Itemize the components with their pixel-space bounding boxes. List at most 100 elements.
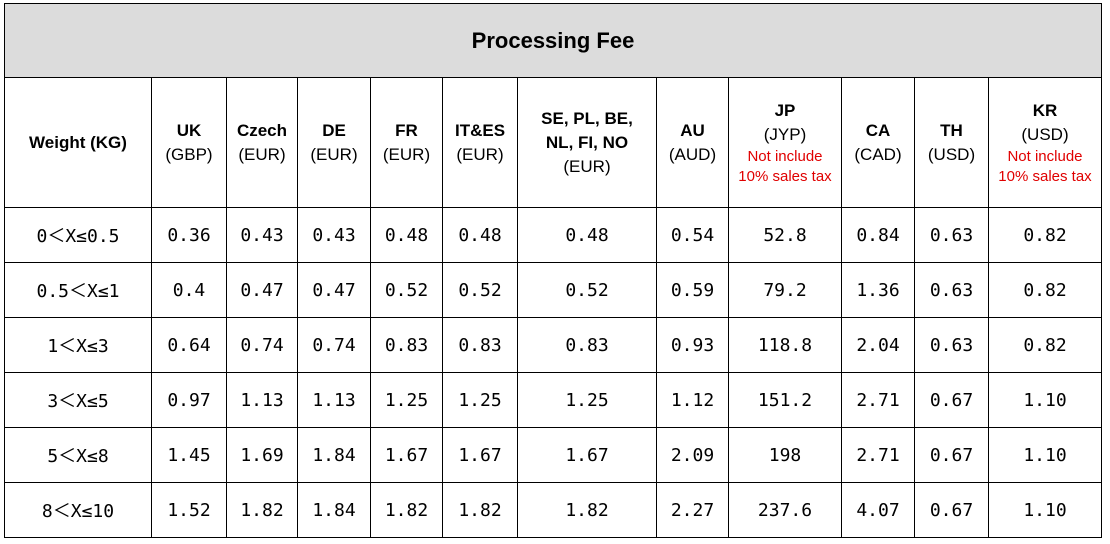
- col-code: IT&ES: [454, 120, 506, 140]
- fee-cell: 0.93: [656, 317, 729, 373]
- fee-cell: 198: [728, 427, 842, 483]
- fee-cell: 1.10: [988, 482, 1102, 538]
- col-header-de: DE (EUR): [297, 77, 371, 208]
- col-header-fr: FR (EUR): [370, 77, 443, 208]
- weight-range-cell: 1＜X≤3: [4, 317, 152, 373]
- fee-cell: 1.67: [517, 427, 657, 483]
- fee-cell: 0.67: [914, 482, 989, 538]
- weight-range-cell: 0.5＜X≤1: [4, 262, 152, 318]
- col-header-uk: UK (GBP): [151, 77, 227, 208]
- weight-range-cell: 5＜X≤8: [4, 427, 152, 483]
- col-header-it-es: IT&ES (EUR): [442, 77, 518, 208]
- col-code: FR: [395, 120, 418, 140]
- fee-cell: 0.47: [297, 262, 371, 318]
- col-code: UK: [176, 120, 202, 140]
- col-currency: (GBP): [165, 144, 213, 164]
- col-currency: (EUR): [563, 156, 611, 176]
- fee-cell: 1.82: [370, 482, 443, 538]
- fee-cell: 1.82: [226, 482, 298, 538]
- fee-cell: 0.82: [988, 207, 1102, 263]
- fee-cell: 0.83: [442, 317, 518, 373]
- col-code: Czech: [236, 120, 288, 140]
- fee-cell: 0.63: [914, 317, 989, 373]
- fee-cell: 0.84: [841, 207, 915, 263]
- weight-range-cell: 0＜X≤0.5: [4, 207, 152, 263]
- fee-cell: 1.12: [656, 372, 729, 428]
- col-header-ca: CA (CAD): [841, 77, 915, 208]
- col-code: SE, PL, BE, NL, FI, NO: [541, 108, 633, 152]
- fee-cell: 0.83: [517, 317, 657, 373]
- col-header-nordic-benelux: SE, PL, BE, NL, FI, NO (EUR): [517, 77, 657, 208]
- fee-cell: 0.67: [914, 427, 989, 483]
- col-currency: (CAD): [854, 144, 902, 164]
- fee-cell: 0.83: [370, 317, 443, 373]
- col-currency: (EUR): [238, 144, 286, 164]
- col-header-au: AU (AUD): [656, 77, 729, 208]
- fee-cell: 1.10: [988, 372, 1102, 428]
- fee-cell: 0.64: [151, 317, 227, 373]
- col-currency: (EUR): [382, 144, 431, 164]
- fee-cell: 0.54: [656, 207, 729, 263]
- fee-cell: 2.04: [841, 317, 915, 373]
- fee-cell: 4.07: [841, 482, 915, 538]
- table-row: 3＜X≤5 0.97 1.13 1.13 1.25 1.25 1.25 1.12 151.2 2.…: [4, 372, 1102, 428]
- col-code: TH: [940, 120, 963, 140]
- fee-cell: 1.25: [517, 372, 657, 428]
- fee-cell: 1.52: [151, 482, 227, 538]
- col-currency: (JYP): [763, 124, 807, 144]
- table-row: 8＜X≤10 1.52 1.82 1.84 1.82 1.82 1.82 2.27 237.6 4…: [4, 482, 1102, 538]
- weight-range-cell: 3＜X≤5: [4, 372, 152, 428]
- fee-cell: 52.8: [728, 207, 842, 263]
- table-title: Processing Fee: [4, 3, 1102, 78]
- col-code: AU: [680, 120, 705, 140]
- header-row: Weight (KG) UK (GBP) Czech (EUR) DE (EUR…: [4, 77, 1102, 208]
- fee-cell: 1.67: [442, 427, 518, 483]
- weight-header: Weight (KG): [4, 77, 152, 208]
- fee-cell: 0.82: [988, 262, 1102, 318]
- fee-cell: 118.8: [728, 317, 842, 373]
- fee-cell: 0.52: [370, 262, 443, 318]
- fee-cell: 1.45: [151, 427, 227, 483]
- fee-cell: 237.6: [728, 482, 842, 538]
- col-code: JP: [774, 100, 796, 120]
- fee-cell: 0.59: [656, 262, 729, 318]
- col-code: DE: [322, 120, 346, 140]
- col-currency: (USD): [927, 144, 976, 164]
- tax-note: Not include 10% sales tax: [998, 147, 1092, 185]
- fee-cell: 0.48: [517, 207, 657, 263]
- col-header-th: TH (USD): [914, 77, 989, 208]
- fee-cell: 1.84: [297, 427, 371, 483]
- fee-cell: 151.2: [728, 372, 842, 428]
- fee-cell: 1.82: [442, 482, 518, 538]
- fee-cell: 0.48: [442, 207, 518, 263]
- fee-cell: 0.82: [988, 317, 1102, 373]
- fee-cell: 1.13: [297, 372, 371, 428]
- fee-cell: 0.43: [297, 207, 371, 263]
- fee-cell: 1.25: [370, 372, 443, 428]
- col-code: CA: [865, 120, 891, 140]
- table-row: 0.5＜X≤1 0.4 0.47 0.47 0.52 0.52 0.52 0.59 79.2 1.…: [4, 262, 1102, 318]
- fee-cell: 0.74: [297, 317, 371, 373]
- table-row: 0＜X≤0.5 0.36 0.43 0.43 0.48 0.48 0.48 0.54 52.8 0…: [4, 207, 1102, 263]
- table-row: 5＜X≤8 1.45 1.69 1.84 1.67 1.67 1.67 2.09 198 2.71…: [4, 427, 1102, 483]
- weight-range-cell: 8＜X≤10: [4, 482, 152, 538]
- fee-cell: 79.2: [728, 262, 842, 318]
- col-currency: (EUR): [310, 144, 358, 164]
- fee-cell: 0.67: [914, 372, 989, 428]
- fee-cell: 1.84: [297, 482, 371, 538]
- fee-cell: 1.10: [988, 427, 1102, 483]
- fee-cell: 0.4: [151, 262, 227, 318]
- fee-cell: 1.36: [841, 262, 915, 318]
- col-header-jp: JP (JYP) Not include 10% sales tax: [728, 77, 842, 208]
- fee-cell: 0.63: [914, 207, 989, 263]
- col-code: KR: [1032, 100, 1058, 120]
- fee-rows: 0＜X≤0.5 0.36 0.43 0.43 0.48 0.48 0.48 0.54 52.8 0…: [4, 207, 1102, 538]
- fee-cell: 0.48: [370, 207, 443, 263]
- col-currency: (EUR): [456, 144, 504, 164]
- fee-cell: 0.52: [442, 262, 518, 318]
- fee-cell: 0.63: [914, 262, 989, 318]
- processing-fee-table: Processing Fee Weight (KG) UK (GBP) Czec…: [4, 3, 1102, 538]
- fee-cell: 2.71: [841, 427, 915, 483]
- fee-cell: 0.74: [226, 317, 298, 373]
- fee-cell: 1.69: [226, 427, 298, 483]
